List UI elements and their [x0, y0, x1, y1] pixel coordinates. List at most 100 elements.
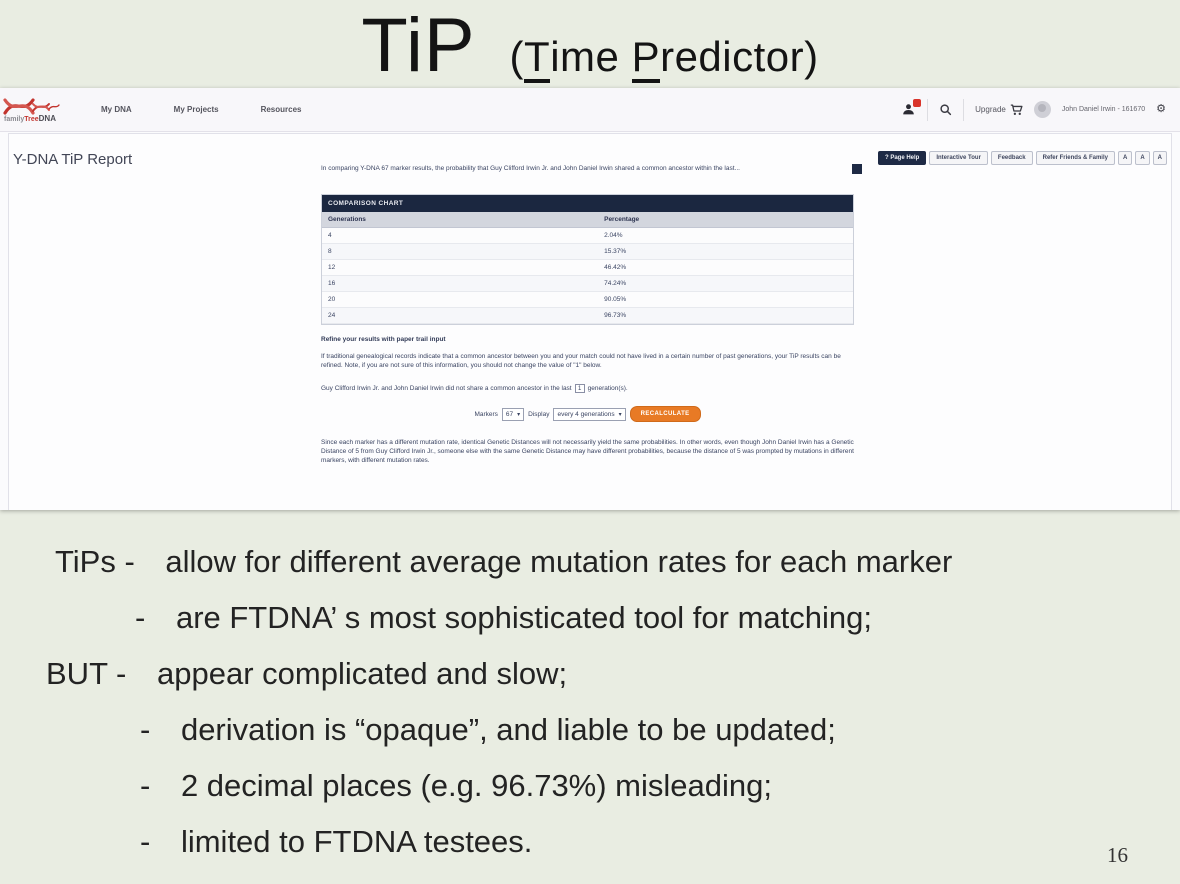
markers-selected-value: 67 [505, 410, 514, 418]
display-select[interactable]: every 4 generations ▾ [553, 407, 626, 421]
chevron-down-icon: ▾ [517, 411, 521, 418]
generations-cell: 4 [328, 232, 332, 239]
chevron-down-icon: ▾ [618, 411, 622, 418]
refer-friends-button[interactable]: Refer Friends & Family [1035, 151, 1115, 165]
bullet-text: appear complicated and slow; [157, 656, 568, 691]
font-size-large-button[interactable]: A [1152, 151, 1167, 165]
title-p-underlined: P [631, 36, 661, 83]
dna-helix-icon [3, 96, 67, 116]
upgrade-link[interactable]: Upgrade [975, 103, 1023, 116]
notification-badge [913, 98, 922, 107]
markers-select[interactable]: 67 ▾ [501, 407, 525, 421]
nav-menu: My DNA My Projects Resources [101, 105, 302, 114]
bullet-lead: BUT - [46, 656, 127, 691]
display-label: Display [528, 410, 550, 418]
percentage-cell: 90.05% [604, 296, 627, 303]
bullet-text: are FTDNA’ s most sophisticated tool for… [175, 600, 872, 635]
interactive-tour-button[interactable]: Interactive Tour [929, 151, 988, 165]
nav-right-cluster: Upgrade John Daniel Irwin - 161670 ⚙︎ [902, 98, 1180, 121]
user-account-name[interactable]: John Daniel Irwin - 161670 [1061, 106, 1146, 113]
ancestor-sentence: Guy Clifford Irwin Jr. and John Daniel I… [321, 384, 854, 393]
corner-widget [852, 164, 862, 174]
table-row: 24 96.73% [322, 308, 853, 324]
bullet-line: TiPs - allow for different average mutat… [0, 534, 1180, 590]
cart-icon [1010, 103, 1023, 116]
title-t-underlined: T [524, 36, 551, 83]
table-row: 20 90.05% [322, 292, 853, 308]
nav-item-my-dna[interactable]: My DNA [101, 105, 132, 114]
ancestor-text-before: Guy Clifford Irwin Jr. and John Daniel I… [321, 385, 572, 392]
markers-label: Markers [474, 410, 498, 418]
report-panel: Y-DNA TiP Report ? Page Help Interactive… [8, 133, 1172, 510]
generations-cell: 8 [328, 248, 332, 255]
refine-heading: Refine your results with paper trail inp… [321, 336, 446, 343]
recalculate-button[interactable]: RECALCULATE [629, 406, 701, 422]
report-toolbar: ? Page Help Interactive Tour Feedback Re… [878, 151, 1167, 165]
footer-paragraph: Since each marker has a different mutati… [321, 439, 854, 464]
font-size-medium-button[interactable]: A [1135, 151, 1150, 165]
logo-word-dna: DNA [38, 114, 56, 123]
generations-cell: 24 [328, 312, 336, 319]
bullet-text: limited to FTDNA testees. [180, 824, 533, 859]
ancestor-text-after: generation(s). [587, 385, 628, 392]
ftdna-logo[interactable]: familyTreeDNA [3, 96, 67, 123]
logo-word-family: family [4, 116, 25, 123]
table-row: 12 46.42% [322, 260, 853, 276]
nav-item-my-projects[interactable]: My Projects [173, 105, 219, 114]
percentage-cell: 2.04% [604, 232, 623, 239]
generations-cell: 16 [328, 280, 336, 287]
table-caption: COMPARISON CHART [322, 195, 853, 212]
title-expansion: (Time Predictor) [510, 33, 819, 83]
nav-item-resources[interactable]: Resources [260, 105, 302, 114]
generations-cell: 20 [328, 296, 336, 303]
table-row: 4 2.04% [322, 228, 853, 244]
comparison-chart-table: COMPARISON CHART Generations Percentage … [321, 194, 854, 325]
browser-screenshot: familyTreeDNA My DNA My Projects Resourc… [0, 88, 1180, 510]
notifications-icon[interactable] [902, 98, 922, 117]
table-row: 16 74.24% [322, 276, 853, 292]
bullet-lead: - [140, 768, 151, 803]
title-rest: redictor) [660, 33, 819, 80]
page-help-button[interactable]: ? Page Help [878, 151, 927, 165]
percentage-cell: 74.24% [604, 280, 627, 287]
report-content: In comparing Y-DNA 67 marker results, th… [321, 164, 854, 465]
slide-title: TiP (Time Predictor) [0, 2, 1180, 89]
bullet-lead: - [140, 712, 151, 747]
avatar[interactable] [1033, 101, 1051, 118]
bullet-text: derivation is “opaque”, and liable to be… [180, 712, 836, 747]
bullet-text: allow for different average mutation rat… [165, 544, 953, 579]
upgrade-label: Upgrade [975, 105, 1006, 114]
table-header-row: Generations Percentage [322, 212, 853, 228]
bullet-line: - are FTDNA’ s most sophisticated tool f… [0, 590, 1180, 646]
percentage-cell: 96.73% [604, 312, 627, 319]
bullet-text: 2 decimal places (e.g. 96.73%) misleadin… [180, 768, 772, 803]
bullet-lead: - [140, 824, 151, 859]
logo-word-tree: Tree [24, 116, 39, 123]
generations-input[interactable]: 1 [574, 384, 585, 393]
logo-wordmark: familyTreeDNA [4, 114, 67, 123]
title-mid: ime [550, 33, 632, 80]
percentage-cell: 46.42% [604, 264, 627, 271]
page-number: 16 [1107, 843, 1128, 867]
feedback-button[interactable]: Feedback [990, 151, 1033, 165]
bullet-line: - derivation is “opaque”, and liable to … [0, 702, 1180, 758]
intro-paragraph: In comparing Y-DNA 67 marker results, th… [321, 165, 740, 172]
bullet-lead: TiPs - [55, 544, 135, 579]
top-navbar: familyTreeDNA My DNA My Projects Resourc… [0, 88, 1180, 132]
col-header-generations: Generations [328, 216, 366, 223]
gear-icon[interactable]: ⚙︎ [1156, 103, 1166, 115]
title-acronym: TiP [361, 3, 476, 88]
search-icon[interactable] [939, 103, 952, 116]
bullet-lead: - [135, 600, 146, 635]
font-size-small-button[interactable]: A [1117, 151, 1133, 165]
bullet-line: BUT - appear complicated and slow; [0, 646, 1180, 702]
recalculate-controls: Markers 67 ▾ Display every 4 generations… [321, 406, 854, 422]
generations-cell: 12 [328, 264, 336, 271]
title-paren-open: ( [509, 33, 525, 80]
slide-bullets: TiPs - allow for different average mutat… [0, 534, 1180, 870]
table-row: 8 15.37% [322, 244, 853, 260]
refine-paragraph: If traditional genealogical records indi… [321, 353, 841, 369]
divider [927, 98, 929, 121]
col-header-percentage: Percentage [604, 216, 640, 223]
